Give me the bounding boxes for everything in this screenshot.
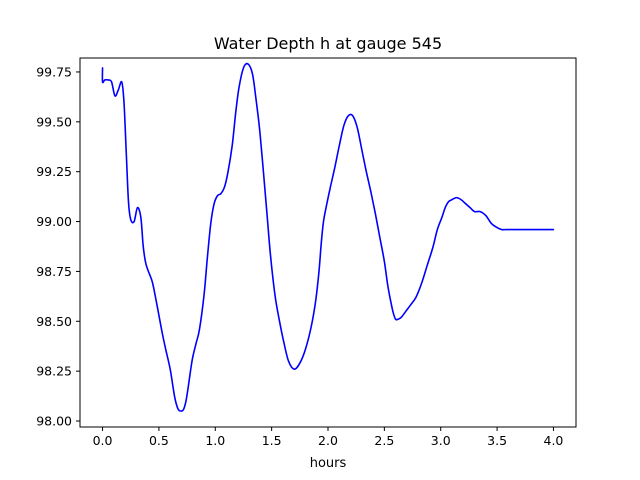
y-tick-label: 98.50 xyxy=(36,314,72,329)
x-tick-label: 0.5 xyxy=(149,433,169,448)
y-tick-label: 98.75 xyxy=(36,264,72,279)
y-tick-label: 99.50 xyxy=(36,114,72,129)
x-axis: 0.0 0.5 1.0 1.5 2.0 2.5 3.0 3.5 4.0 xyxy=(93,427,564,448)
chart-title: Water Depth h at gauge 545 xyxy=(214,34,442,53)
y-tick-label: 99.00 xyxy=(36,214,72,229)
y-tick-label: 98.25 xyxy=(36,364,72,379)
x-tick-label: 3.0 xyxy=(431,433,451,448)
x-axis-label: hours xyxy=(310,456,347,471)
y-tick-label: 98.00 xyxy=(36,414,72,429)
x-tick-label: 4.0 xyxy=(544,433,564,448)
plot-area: 0.0 0.5 1.0 1.5 2.0 2.5 3.0 3.5 4.0 98.0098.2598… xyxy=(36,57,577,448)
x-tick-label: 3.5 xyxy=(487,433,507,448)
y-tick-label: 99.75 xyxy=(36,64,72,79)
series-layer xyxy=(101,62,555,412)
x-tick-label: 1.5 xyxy=(262,433,282,448)
x-tick-label: 2.0 xyxy=(318,433,338,448)
y-axis: 98.00 98.25 98.50 98.75 99.00 99.25 99.50 99.75 xyxy=(36,64,80,429)
x-tick-label: 2.5 xyxy=(374,433,394,448)
x-tick-label: 1.0 xyxy=(205,433,225,448)
x-tick-label: 0.0 xyxy=(93,433,113,448)
y-tick-label: 99.25 xyxy=(36,164,72,179)
series-line-0 xyxy=(101,62,555,412)
